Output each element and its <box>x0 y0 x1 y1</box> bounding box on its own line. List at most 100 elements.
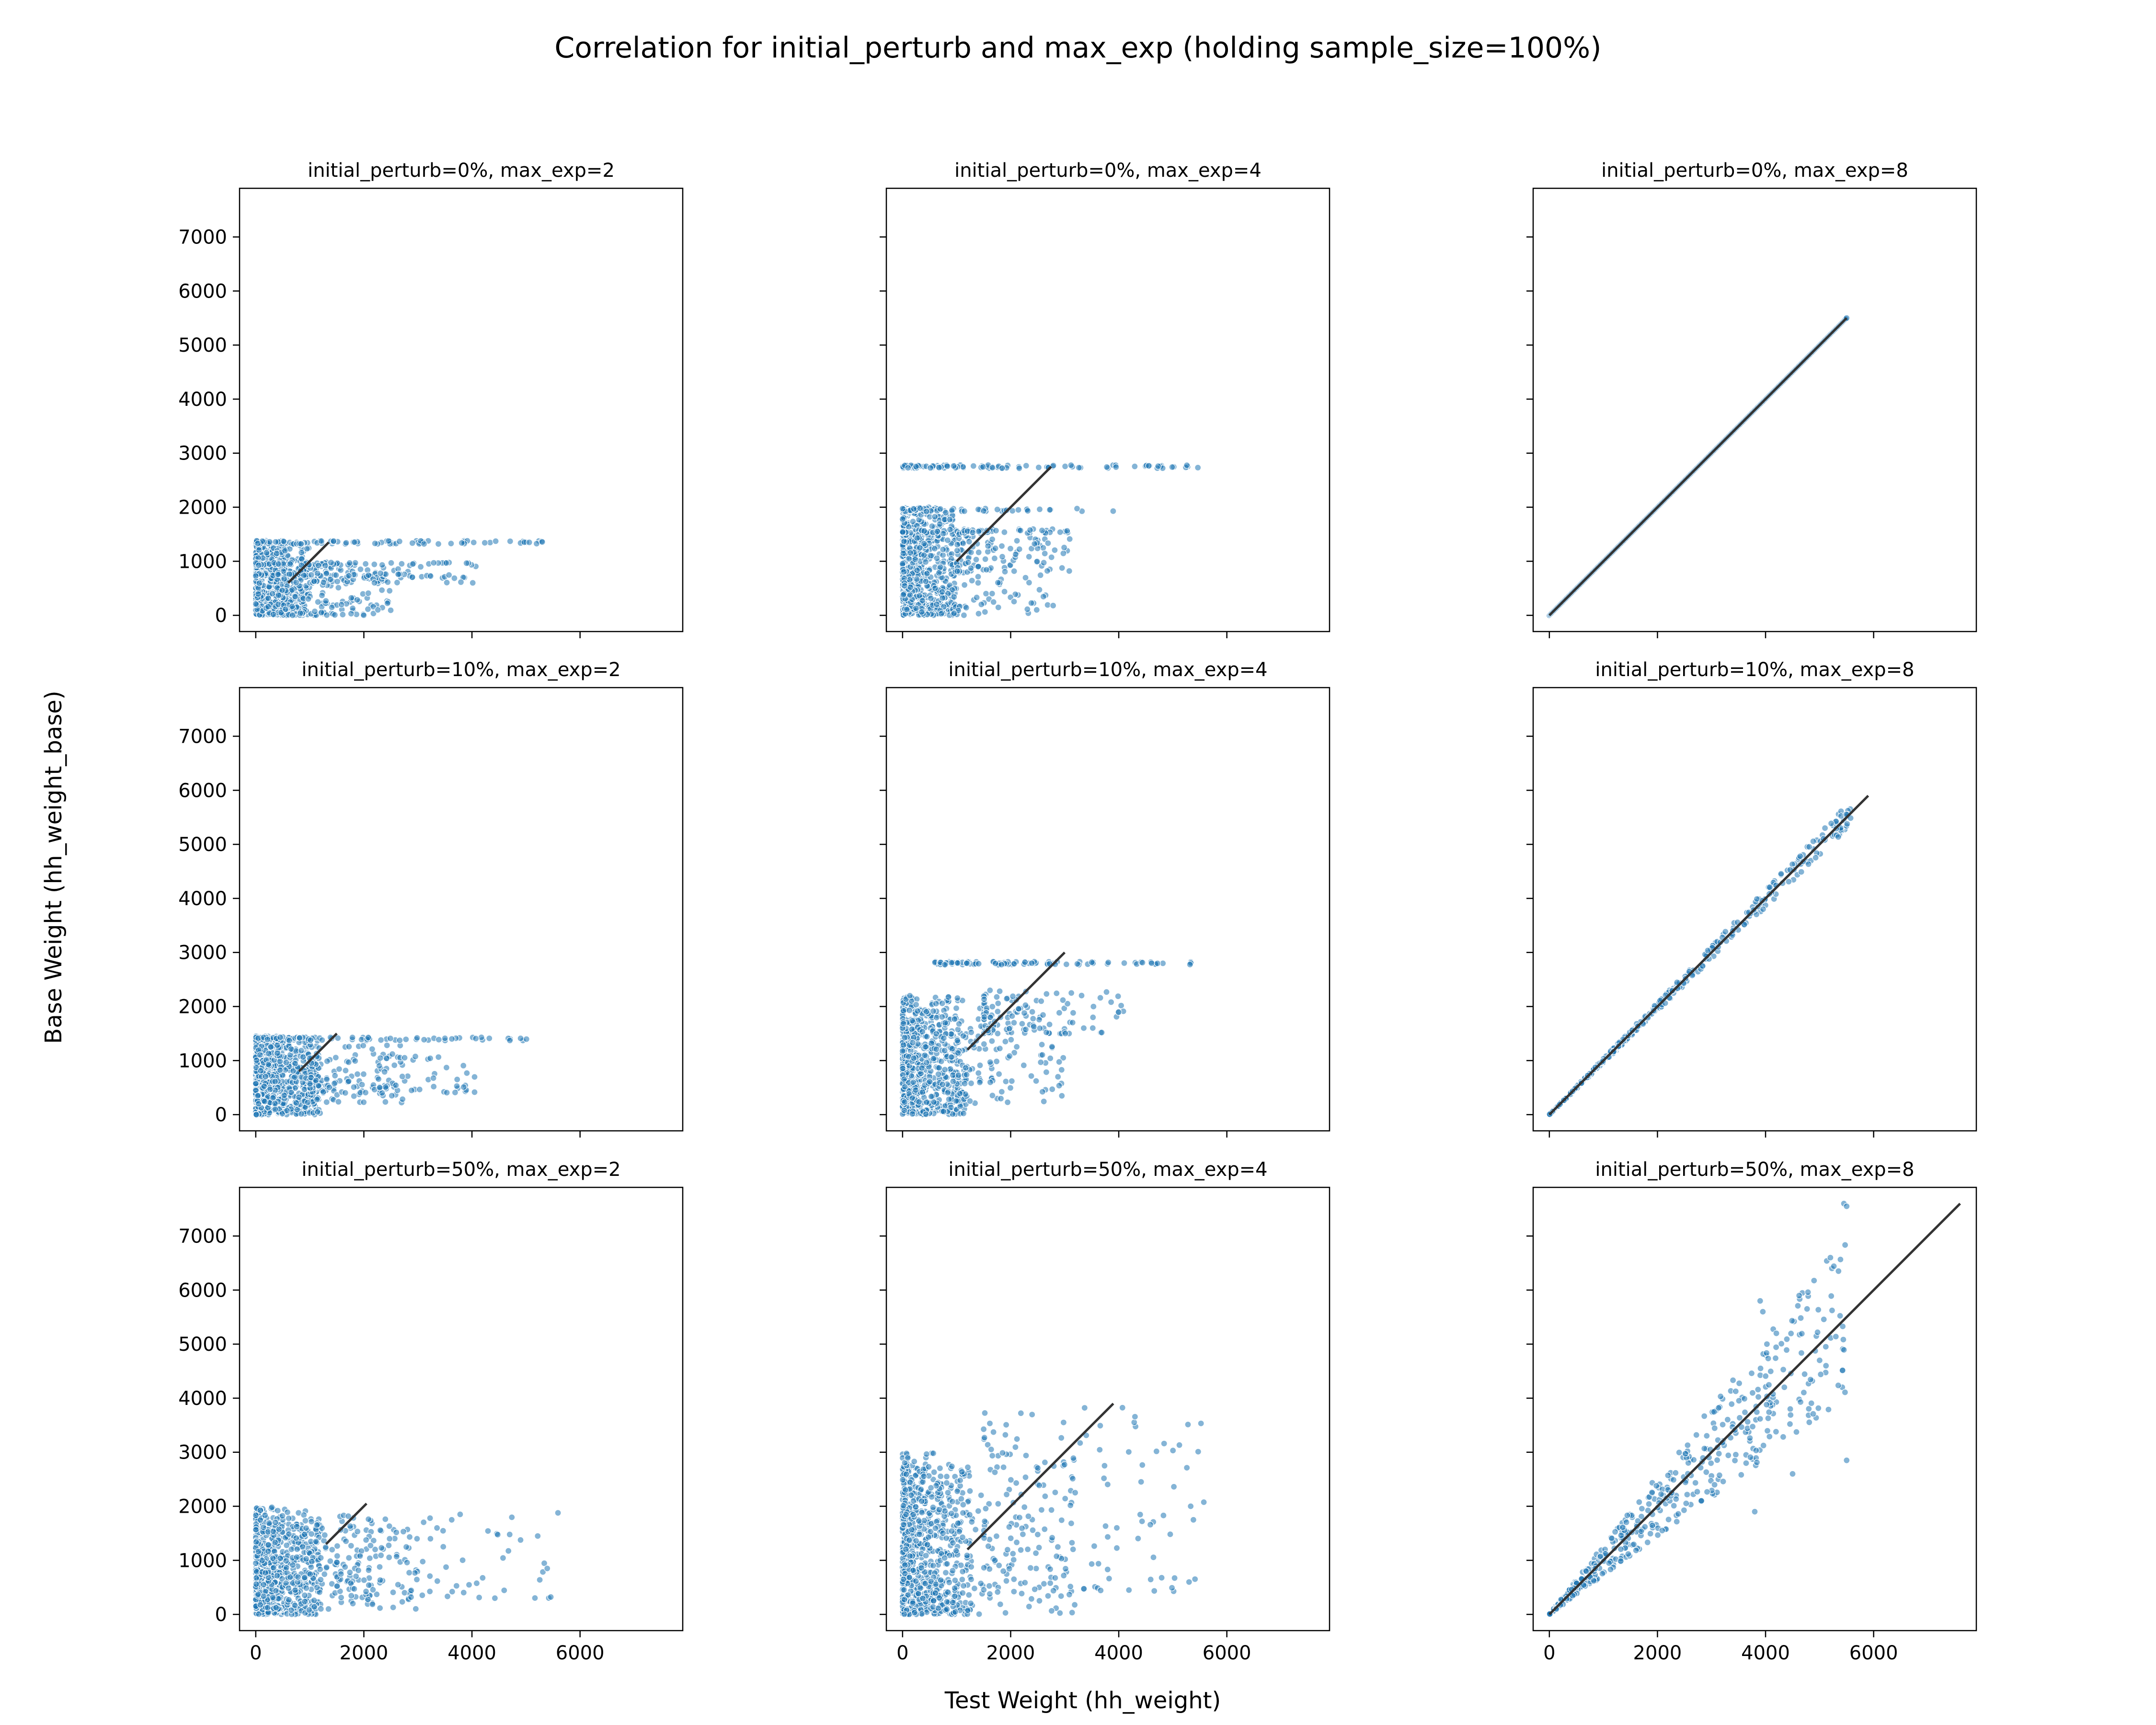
data-point <box>273 550 280 557</box>
data-point <box>1055 1082 1063 1089</box>
data-point <box>1013 537 1021 544</box>
data-point <box>1047 1055 1054 1062</box>
data-point <box>1022 574 1029 581</box>
panel-title: initial_perturb=0%, max_exp=8 <box>1601 160 1908 182</box>
data-point <box>986 987 994 994</box>
data-point <box>1021 958 1029 966</box>
data-point <box>385 537 392 545</box>
data-point <box>1044 540 1052 547</box>
y-tick-label: 2000 <box>178 996 227 1018</box>
data-point <box>381 1068 388 1075</box>
data-point <box>1759 906 1767 913</box>
data-point <box>983 566 990 574</box>
data-point <box>996 988 1003 995</box>
data-point <box>387 1035 394 1042</box>
data-point <box>320 1088 327 1095</box>
data-point <box>255 562 263 569</box>
data-point <box>1105 959 1112 966</box>
data-point <box>463 560 470 567</box>
data-point <box>1006 1025 1013 1032</box>
data-point <box>506 538 514 545</box>
panel-title: initial_perturb=0%, max_exp=4 <box>954 160 1261 182</box>
y-tick-label: 5000 <box>178 334 227 356</box>
data-point <box>346 559 353 567</box>
data-point <box>1039 1012 1047 1019</box>
data-point <box>953 568 961 575</box>
data-point <box>255 546 263 553</box>
data-point <box>331 611 339 619</box>
data-point <box>1828 820 1835 827</box>
data-point <box>295 1093 303 1101</box>
data-point <box>283 1059 290 1066</box>
data-point <box>1062 1030 1069 1037</box>
data-point <box>401 1054 408 1061</box>
data-point <box>927 595 935 602</box>
data-point <box>266 538 273 545</box>
data-point <box>460 1083 467 1091</box>
data-point <box>1066 535 1073 543</box>
data-point <box>1028 959 1035 967</box>
data-point <box>1053 989 1060 997</box>
data-point <box>1061 544 1068 551</box>
data-point <box>975 549 982 556</box>
data-point <box>945 1096 952 1103</box>
data-point <box>307 1036 314 1044</box>
data-point <box>435 1054 442 1061</box>
data-point <box>1066 567 1073 575</box>
data-point <box>928 552 935 559</box>
data-point <box>960 1110 967 1117</box>
data-point <box>941 1019 949 1026</box>
data-point <box>287 1089 295 1096</box>
data-point <box>940 530 947 537</box>
data-point <box>1169 463 1176 471</box>
data-point <box>314 570 321 577</box>
data-point <box>912 556 919 563</box>
y-tick-label: 6000 <box>178 280 227 302</box>
data-point <box>253 1057 260 1064</box>
data-point <box>1798 868 1805 875</box>
data-point <box>910 1079 917 1086</box>
data-point <box>944 537 951 544</box>
data-point <box>383 1042 390 1049</box>
data-point <box>371 579 378 586</box>
data-point <box>1040 544 1047 552</box>
data-point <box>932 1000 940 1007</box>
data-point <box>994 579 1001 586</box>
data-point <box>252 572 259 580</box>
data-point <box>327 559 335 566</box>
data-point <box>939 588 946 596</box>
y-tick-label: 2000 <box>178 497 227 519</box>
data-point <box>264 1036 271 1043</box>
data-point <box>378 586 386 594</box>
data-point <box>448 1035 456 1043</box>
y-tick-label: 1000 <box>178 551 227 573</box>
data-point <box>1112 463 1120 471</box>
data-point <box>928 1040 935 1047</box>
data-point <box>1063 961 1070 968</box>
panel-title: initial_perturb=10%, max_exp=4 <box>948 659 1267 681</box>
figure-title: Correlation for initial_perturb and max_… <box>554 31 1601 65</box>
data-point <box>416 1086 423 1093</box>
data-point <box>1069 1009 1077 1016</box>
data-point <box>1050 602 1057 609</box>
data-point <box>1131 463 1138 470</box>
data-point <box>261 1098 268 1105</box>
data-point <box>360 1099 367 1106</box>
data-point <box>975 579 982 586</box>
data-point <box>1025 579 1032 586</box>
data-point <box>901 582 908 589</box>
data-point <box>1194 464 1202 472</box>
data-point <box>938 1058 945 1065</box>
data-point <box>907 584 914 591</box>
data-point <box>469 579 476 586</box>
data-point <box>252 600 260 608</box>
data-point <box>272 538 279 546</box>
data-point <box>1009 1012 1016 1020</box>
data-point <box>1009 993 1017 1000</box>
data-point <box>937 505 944 513</box>
data-point <box>399 1073 406 1080</box>
data-point <box>343 539 350 547</box>
data-point <box>1010 1019 1018 1026</box>
data-point <box>1037 572 1044 579</box>
data-point <box>900 568 907 575</box>
